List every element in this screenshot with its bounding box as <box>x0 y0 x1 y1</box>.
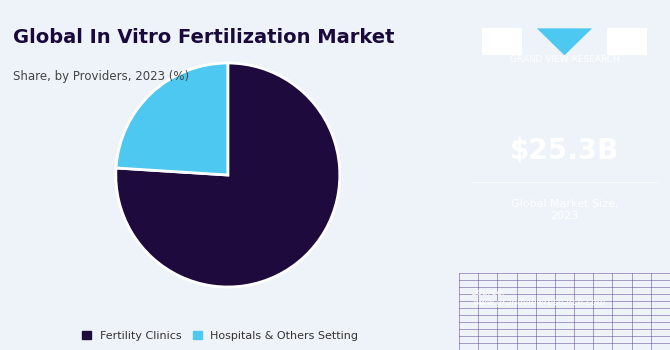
Polygon shape <box>537 28 592 55</box>
Text: $25.3B: $25.3B <box>510 136 619 164</box>
Text: Share, by Providers, 2023 (%): Share, by Providers, 2023 (%) <box>13 70 190 83</box>
Wedge shape <box>116 63 228 175</box>
Legend: Fertility Clinics, Hospitals & Others Setting: Fertility Clinics, Hospitals & Others Se… <box>82 331 358 341</box>
FancyBboxPatch shape <box>607 28 647 55</box>
FancyBboxPatch shape <box>482 28 522 55</box>
Wedge shape <box>116 63 340 287</box>
Text: Global Market Size,
2023: Global Market Size, 2023 <box>511 199 618 221</box>
Text: Global In Vitro Fertilization Market: Global In Vitro Fertilization Market <box>13 28 395 47</box>
Text: Source:
www.grandviewresearch.com: Source: www.grandviewresearch.com <box>472 288 606 307</box>
Text: GRAND VIEW RESEARCH: GRAND VIEW RESEARCH <box>510 55 619 64</box>
